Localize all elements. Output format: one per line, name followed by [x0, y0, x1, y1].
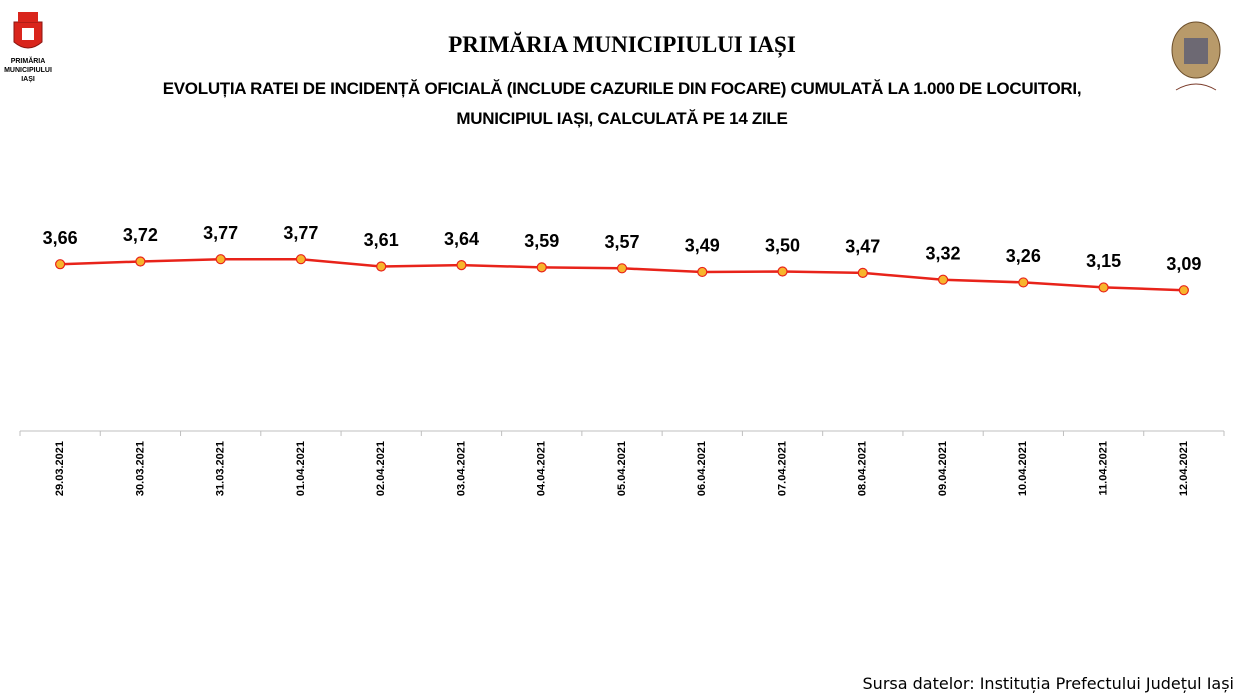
marker — [135, 256, 146, 267]
x-tick-label: 29.03.2021 — [54, 441, 66, 496]
marker — [215, 254, 226, 265]
value-label: 3,57 — [604, 232, 639, 252]
value-label: 3,59 — [524, 231, 559, 251]
marker — [456, 260, 467, 271]
marker — [616, 263, 628, 274]
x-tick-label: 04.04.2021 — [536, 441, 548, 496]
chart-title: EVOLUȚIA RATEI DE INCIDENȚĂ OFICIALĂ (IN… — [162, 79, 1082, 128]
marker — [295, 254, 307, 265]
value-label: 3,09 — [1166, 254, 1201, 274]
x-tick-label: 01.04.2021 — [295, 441, 307, 496]
x-tick-label: 10.04.2021 — [1017, 441, 1029, 496]
value-label: 3,15 — [1086, 251, 1121, 271]
x-tick-label: 30.03.2021 — [134, 441, 146, 496]
x-tick-label: 06.04.2021 — [696, 441, 708, 496]
marker — [777, 266, 788, 277]
marker — [536, 262, 547, 273]
value-label: 3,47 — [845, 237, 880, 257]
x-tick-label: 05.04.2021 — [616, 441, 628, 496]
marker — [1018, 277, 1029, 288]
value-label: 3,72 — [123, 225, 158, 245]
logo-text: PRIMĂRIA MUNICIPIULUI IAȘI — [4, 58, 52, 83]
x-tick-label: 31.03.2021 — [215, 441, 227, 496]
marker — [1098, 282, 1109, 293]
right-logo — [1171, 21, 1221, 91]
x-tick-label: 09.04.2021 — [937, 441, 949, 496]
header: PRIMĂRIA MUNICIPIULUI IAȘI — [448, 32, 796, 57]
left-logo — [13, 12, 43, 49]
value-label: 3,61 — [364, 230, 399, 250]
marker — [376, 261, 387, 272]
value-label: 3,26 — [1006, 246, 1041, 266]
source-note: Sursa datelor: Instituția Prefectului Ju… — [862, 674, 1234, 693]
marker — [857, 267, 868, 278]
value-label: 3,77 — [283, 223, 318, 243]
x-tick-label: 03.04.2021 — [455, 441, 467, 496]
x-tick-label: 12.04.2021 — [1178, 441, 1190, 496]
marker — [697, 266, 708, 278]
x-tick-label: 08.04.2021 — [857, 441, 869, 496]
value-label: 3,64 — [444, 229, 479, 249]
value-label: 3,66 — [43, 228, 78, 248]
value-label: 3,50 — [765, 235, 800, 255]
marker — [55, 259, 66, 270]
x-tick-label: 07.04.2021 — [776, 441, 788, 496]
value-label: 3,49 — [685, 236, 720, 256]
value-label: 3,32 — [926, 243, 961, 263]
marker — [937, 274, 949, 285]
x-tick-label: 02.04.2021 — [375, 441, 387, 496]
value-label: 3,77 — [203, 223, 238, 243]
x-tick-label: 11.04.2021 — [1098, 441, 1110, 495]
marker — [1178, 285, 1189, 296]
